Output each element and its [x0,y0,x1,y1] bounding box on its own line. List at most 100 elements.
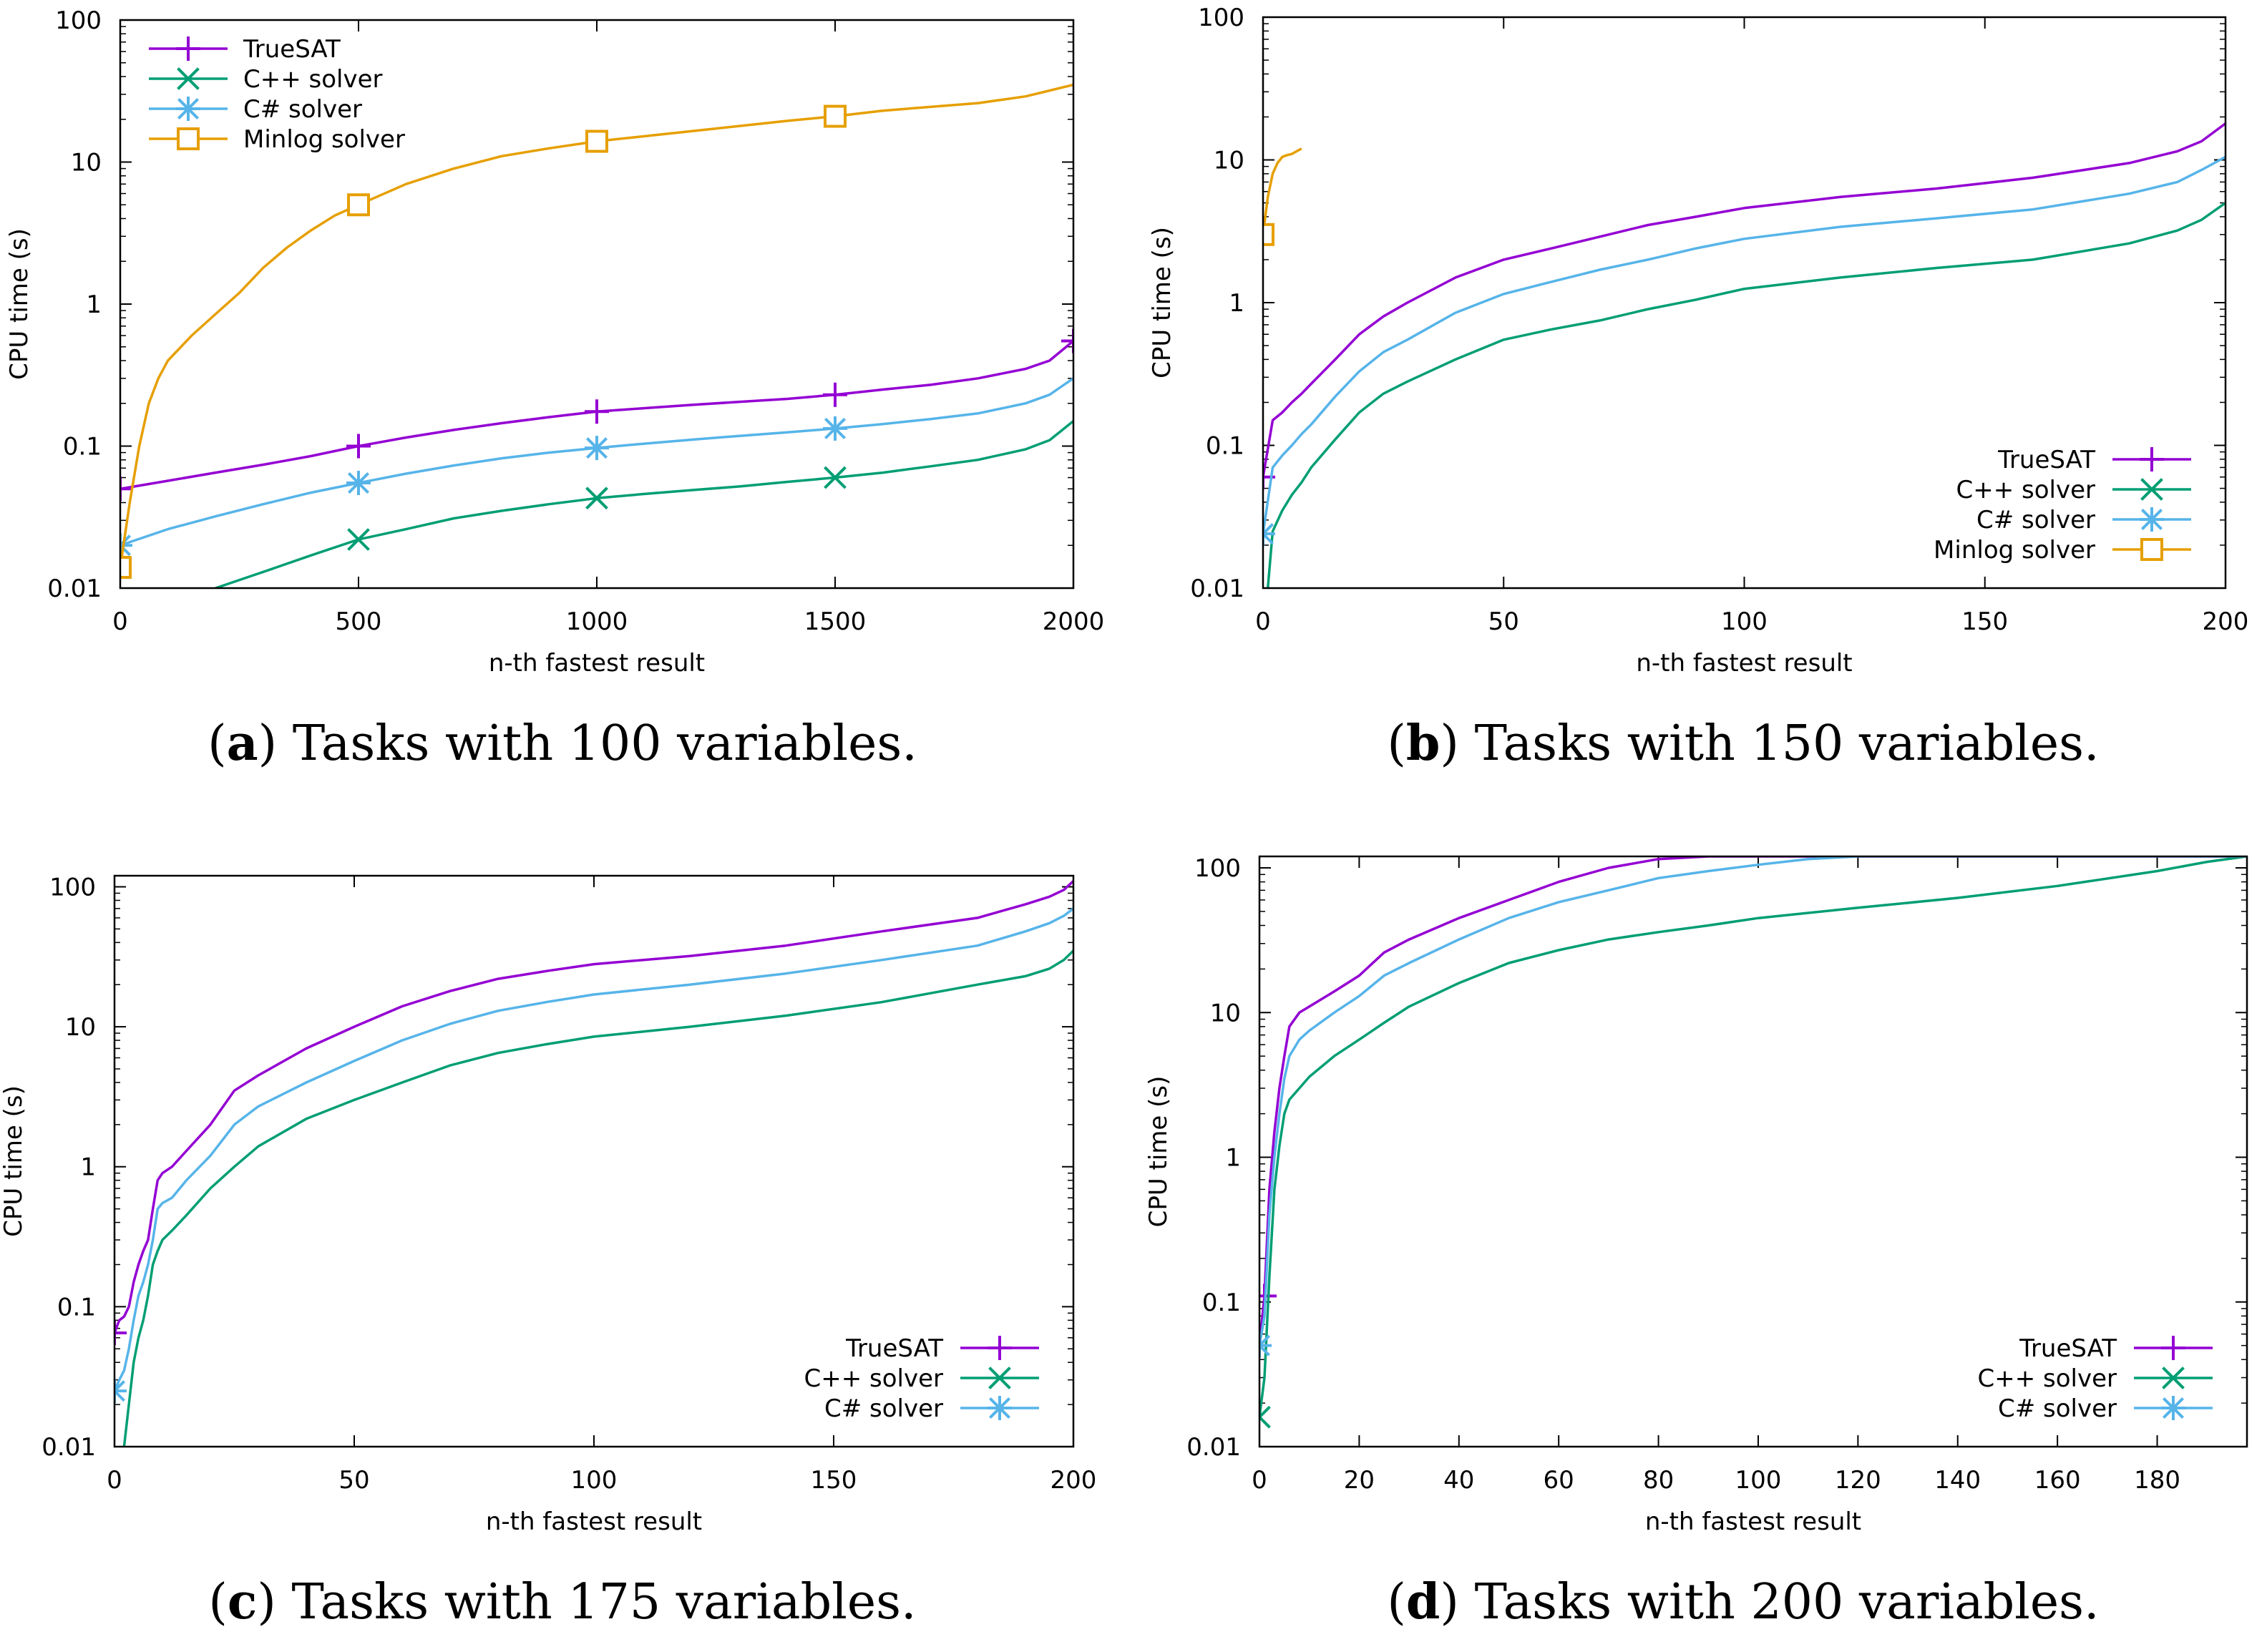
x-tick-label: 200 [2203,607,2249,636]
y-tick-label: 0.1 [57,1293,96,1321]
legend-item: TrueSAT [2019,1334,2213,1363]
series-c-solver [120,377,1073,558]
series-line [1259,856,2247,1346]
y-tick-label: 0.01 [1190,575,1244,603]
y-tick-label: 0.01 [1186,1433,1241,1462]
series-minlog-solver [1263,147,1302,246]
plot-frame [1262,16,2227,590]
y-tick-label: 0.1 [1202,1289,1241,1317]
y-axis-title: CPU time (s) [5,228,34,380]
chart-panel-d: 0.01 0.1 1 10 100 0 20 40 60 80 100 120 140 160 180 n-t… [1144,854,2248,1631]
x-axis-title: n-th fastest result [489,649,705,678]
series-line [1263,155,2226,534]
series-truesat [120,328,1073,502]
legend-item: TrueSAT [149,35,341,64]
legend-label: TrueSAT [1997,446,2095,474]
series-line [1259,856,2247,1417]
caption-paren-close: ) [258,715,293,772]
legend-sample-marker [176,36,200,61]
legend-sample-marker [2161,1396,2185,1420]
legend-item: C# solver [824,1394,1039,1423]
y-tick-label: 100 [1194,854,1241,883]
legend-sample-marker [2162,1367,2185,1389]
y-tick-label: 100 [55,6,102,35]
chart-panel-c: 0.01 0.1 1 10 100 0 50 100 150 200 n-th fastest re… [0,873,1096,1631]
series-marker [114,1320,127,1345]
series-line [120,83,1073,568]
x-tick-label: 120 [1835,1466,1881,1495]
x-tick-label: 160 [2034,1466,2081,1495]
legend-item: C++ solver [804,1364,1039,1393]
series-line [120,377,1073,547]
legend-sample-marker [2140,507,2164,532]
series-line [1259,856,2247,1346]
plot-frame [1258,855,2248,1448]
series-c-solver [215,420,1073,588]
x-tick-label: 150 [1961,607,2008,636]
y-tick-label: 0.1 [63,433,102,461]
x-tick-label: 50 [338,1466,369,1495]
series-marker [120,476,132,502]
series-marker [120,555,132,579]
legend-sample-marker [2140,447,2164,471]
y-tick-label: 10 [1214,147,1244,175]
x-tick-label: 100 [1735,1466,1782,1495]
plot-area [120,83,1073,588]
legend-label: C++ solver [243,65,383,94]
caption-letter: b [1406,715,1440,772]
x-axis-title: n-th fastest result [1636,649,1852,678]
y-tick-label: 10 [1210,999,1241,1027]
x-tick-label: 150 [811,1466,857,1495]
legend-label: C# solver [1976,506,2095,534]
legend-label: C# solver [243,95,362,124]
y-axis-title: CPU time (s) [0,1085,28,1237]
series-marker [824,104,847,128]
legend-label: C# solver [1998,1394,2117,1423]
legend-sample-marker [2161,1336,2185,1360]
x-tick-label: 60 [1544,1466,1574,1495]
caption-paren-close: ) [1440,1574,1474,1631]
series-truesat [114,880,1073,1345]
series-c-solver [114,907,1073,1404]
legend-label: C++ solver [1977,1364,2117,1393]
series-c-solver [122,949,1073,1447]
panel-caption: (b) Tasks with 150 variables. [1387,715,2099,772]
plot-frame [113,874,1075,1448]
series-line [114,880,1073,1334]
y-tick-label: 100 [49,873,96,901]
x-tick-label: 2000 [1043,607,1105,636]
x-tick-label: 20 [1344,1466,1375,1495]
caption-text: Tasks with 100 variables. [293,715,917,772]
legend-label: C++ solver [1956,476,2095,504]
x-tick-label: 180 [2134,1466,2180,1495]
y-tick-label: 0.01 [47,575,102,603]
legend-item: C++ solver [1956,476,2191,504]
caption-text: Tasks with 175 variables. [291,1574,916,1631]
legend-label: Minlog solver [243,125,405,154]
series-truesat [1263,122,2226,489]
series-marker [585,399,609,424]
caption-text: Tasks with 150 variables. [1475,715,2100,772]
legend-label: Minlog solver [1934,536,2095,564]
x-tick-label: 0 [1255,607,1271,636]
plot-area [114,880,1073,1447]
x-axis-title: n-th fastest result [1645,1507,1861,1536]
legend-item: TrueSAT [1997,446,2191,474]
caption-paren-open: ( [208,715,227,772]
legend-sample-marker [2140,538,2163,561]
panel-caption: (d) Tasks with 200 variables. [1387,1573,2099,1631]
x-tick-label: 50 [1488,607,1519,636]
y-axis-title: CPU time (s) [1144,1076,1173,1228]
caption-paren-open: ( [208,1574,228,1631]
x-tick-label: 0 [1252,1466,1267,1495]
x-tick-label: 100 [1721,607,1768,636]
series-c-solver [1266,202,2226,588]
x-tick-label: 40 [1443,1466,1474,1495]
series-c-solver [1259,856,2247,1358]
y-axis-title: CPU time (s) [1148,227,1176,378]
series-marker [347,193,370,217]
